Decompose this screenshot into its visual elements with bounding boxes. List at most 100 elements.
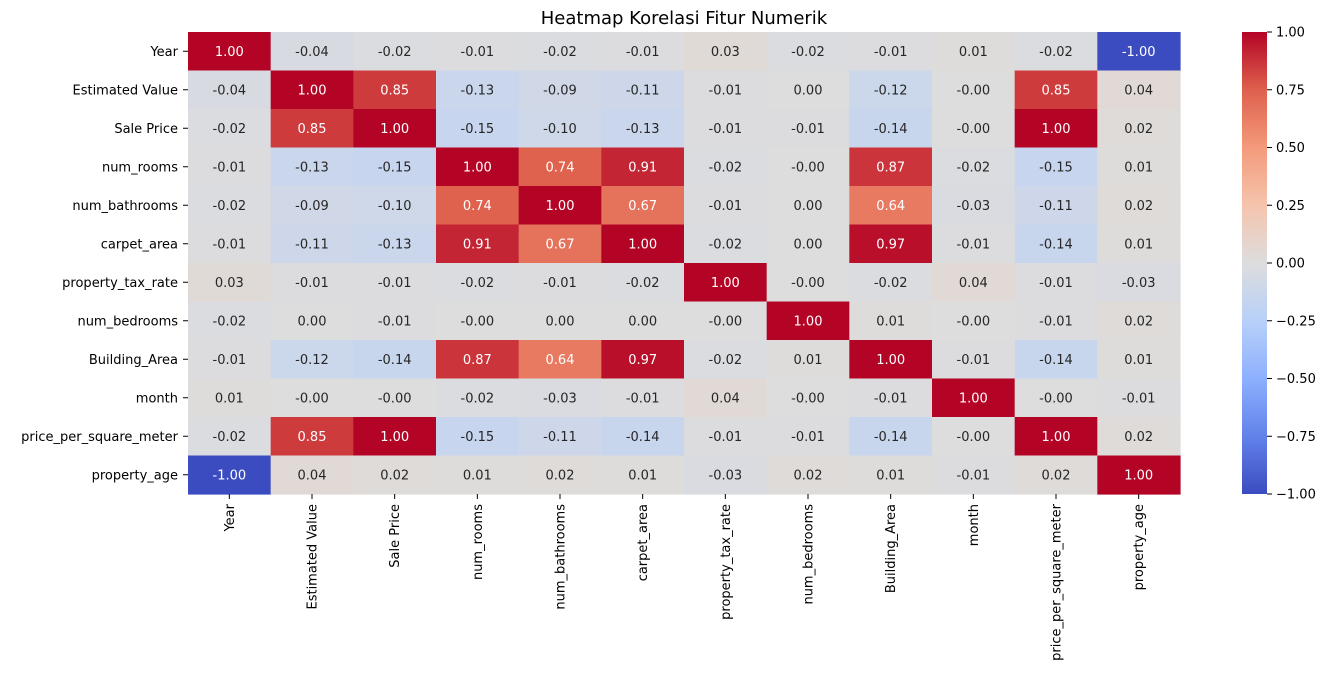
heatmap-cell [766,417,850,457]
cell-value-label: -0.02 [626,276,660,291]
cell-value-label: -0.00 [791,160,825,175]
column-tick-label: num_rooms [471,504,486,580]
cell-value-label: 0.97 [876,237,905,252]
heatmap-cell [353,224,437,264]
cell-value-label: -0.01 [957,353,991,368]
cell-value-label: -0.02 [874,276,908,291]
cell-value-label: 0.01 [215,391,244,406]
cell-value-label: -0.03 [957,199,991,214]
heatmap-cell [1097,455,1181,495]
cell-value-label: -0.01 [709,83,743,98]
heatmap-cell [270,32,354,72]
cell-value-label: 0.64 [876,199,905,214]
column-tick-label: month [967,504,982,546]
cell-value-label: 0.91 [628,160,657,175]
cell-value-label: -0.00 [957,314,991,329]
heatmap-cell [436,455,520,495]
heatmap-cell [684,147,768,187]
heatmap-cell [1014,417,1098,457]
heatmap-cell [188,70,272,110]
cell-value-label: -0.01 [874,391,908,406]
cell-value-label: -0.01 [378,276,412,291]
cell-value-label: 0.91 [463,237,492,252]
cell-value-label: 0.02 [1124,122,1153,137]
cell-value-label: 0.00 [794,237,823,252]
cell-value-label: -0.15 [461,122,495,137]
cell-value-label: -0.02 [461,391,495,406]
heatmap-cell [766,340,850,380]
heatmap-cell [601,301,685,341]
cell-value-label: -0.10 [543,122,577,137]
cell-value-label: -0.02 [709,353,743,368]
cell-value-label: 0.74 [463,199,492,214]
cell-value-label: 0.01 [876,314,905,329]
heatmap-cell [932,301,1016,341]
heatmap-cell [601,70,685,110]
row-tick-label: month [136,391,178,406]
heatmap-cell [1097,417,1181,457]
heatmap-cell [684,340,768,380]
heatmap-cell [1014,224,1098,264]
cell-value-label: -0.03 [543,391,577,406]
cell-value-label: -0.01 [1039,314,1073,329]
heatmap-cell [188,147,272,187]
heatmap-cell [601,109,685,149]
heatmap-cell [684,301,768,341]
heatmap-cell [436,109,520,149]
heatmap-cell [849,224,933,264]
heatmap-cell [1097,263,1181,303]
cell-value-label: -0.02 [461,276,495,291]
cell-value-label: 0.02 [1124,430,1153,445]
row-tick-label: Year [149,45,178,60]
row-tick-label: num_bedrooms [77,314,178,329]
cell-value-label: 0.02 [1042,468,1071,483]
colorbar-tick-label: 0.25 [1276,199,1305,214]
cell-value-label: 1.00 [794,314,823,329]
cell-value-label: 1.00 [959,391,988,406]
cell-value-label: -0.09 [543,83,577,98]
cell-value-label: -0.01 [213,160,247,175]
cell-value-label: -0.12 [295,353,329,368]
cell-value-label: -0.02 [543,45,577,60]
cell-value-label: -0.02 [213,314,247,329]
heatmap-cell [932,417,1016,457]
colorbar-tick-label: 0.50 [1276,141,1305,156]
colorbar-tick-label: 0.00 [1276,257,1305,272]
cell-value-label: -0.13 [378,237,412,252]
heatmap-cell [436,417,520,457]
cell-value-label: -0.14 [874,122,908,137]
cell-value-label: 1.00 [215,45,244,60]
heatmap-cell [353,186,437,226]
heatmap-cell [270,186,354,226]
column-tick-label: Sale Price [388,504,403,568]
cell-value-label: -0.14 [874,430,908,445]
cell-value-label: -0.11 [543,430,577,445]
heatmap-cell [766,147,850,187]
cell-value-label: 0.00 [298,314,327,329]
heatmap-cell [270,70,354,110]
cell-value-label: -0.01 [1039,276,1073,291]
cell-value-label: -0.15 [1039,160,1073,175]
cell-value-label: 0.01 [1124,353,1153,368]
cell-value-label: 0.97 [628,353,657,368]
heatmap-cell [518,186,602,226]
cell-value-label: -0.00 [1039,391,1073,406]
heatmap-cell [436,263,520,303]
heatmap-cell [1097,186,1181,226]
chart-title: Heatmap Korelasi Fitur Numerik [541,8,828,29]
row-tick-label: Estimated Value [72,83,178,98]
heatmap-cell [766,378,850,418]
cell-value-label: -0.02 [213,122,247,137]
heatmap-cell [353,109,437,149]
column-tick-label: Year [223,503,238,532]
heatmap-cell [436,147,520,187]
row-tick-label: price_per_square_meter [21,430,178,445]
cell-value-label: -0.11 [295,237,329,252]
heatmap-cell [518,32,602,72]
cell-value-label: 0.01 [1124,237,1153,252]
cell-value-label: -0.14 [1039,353,1073,368]
heatmap-cell [270,224,354,264]
cell-value-label: 0.74 [546,160,575,175]
cell-value-label: 0.00 [546,314,575,329]
